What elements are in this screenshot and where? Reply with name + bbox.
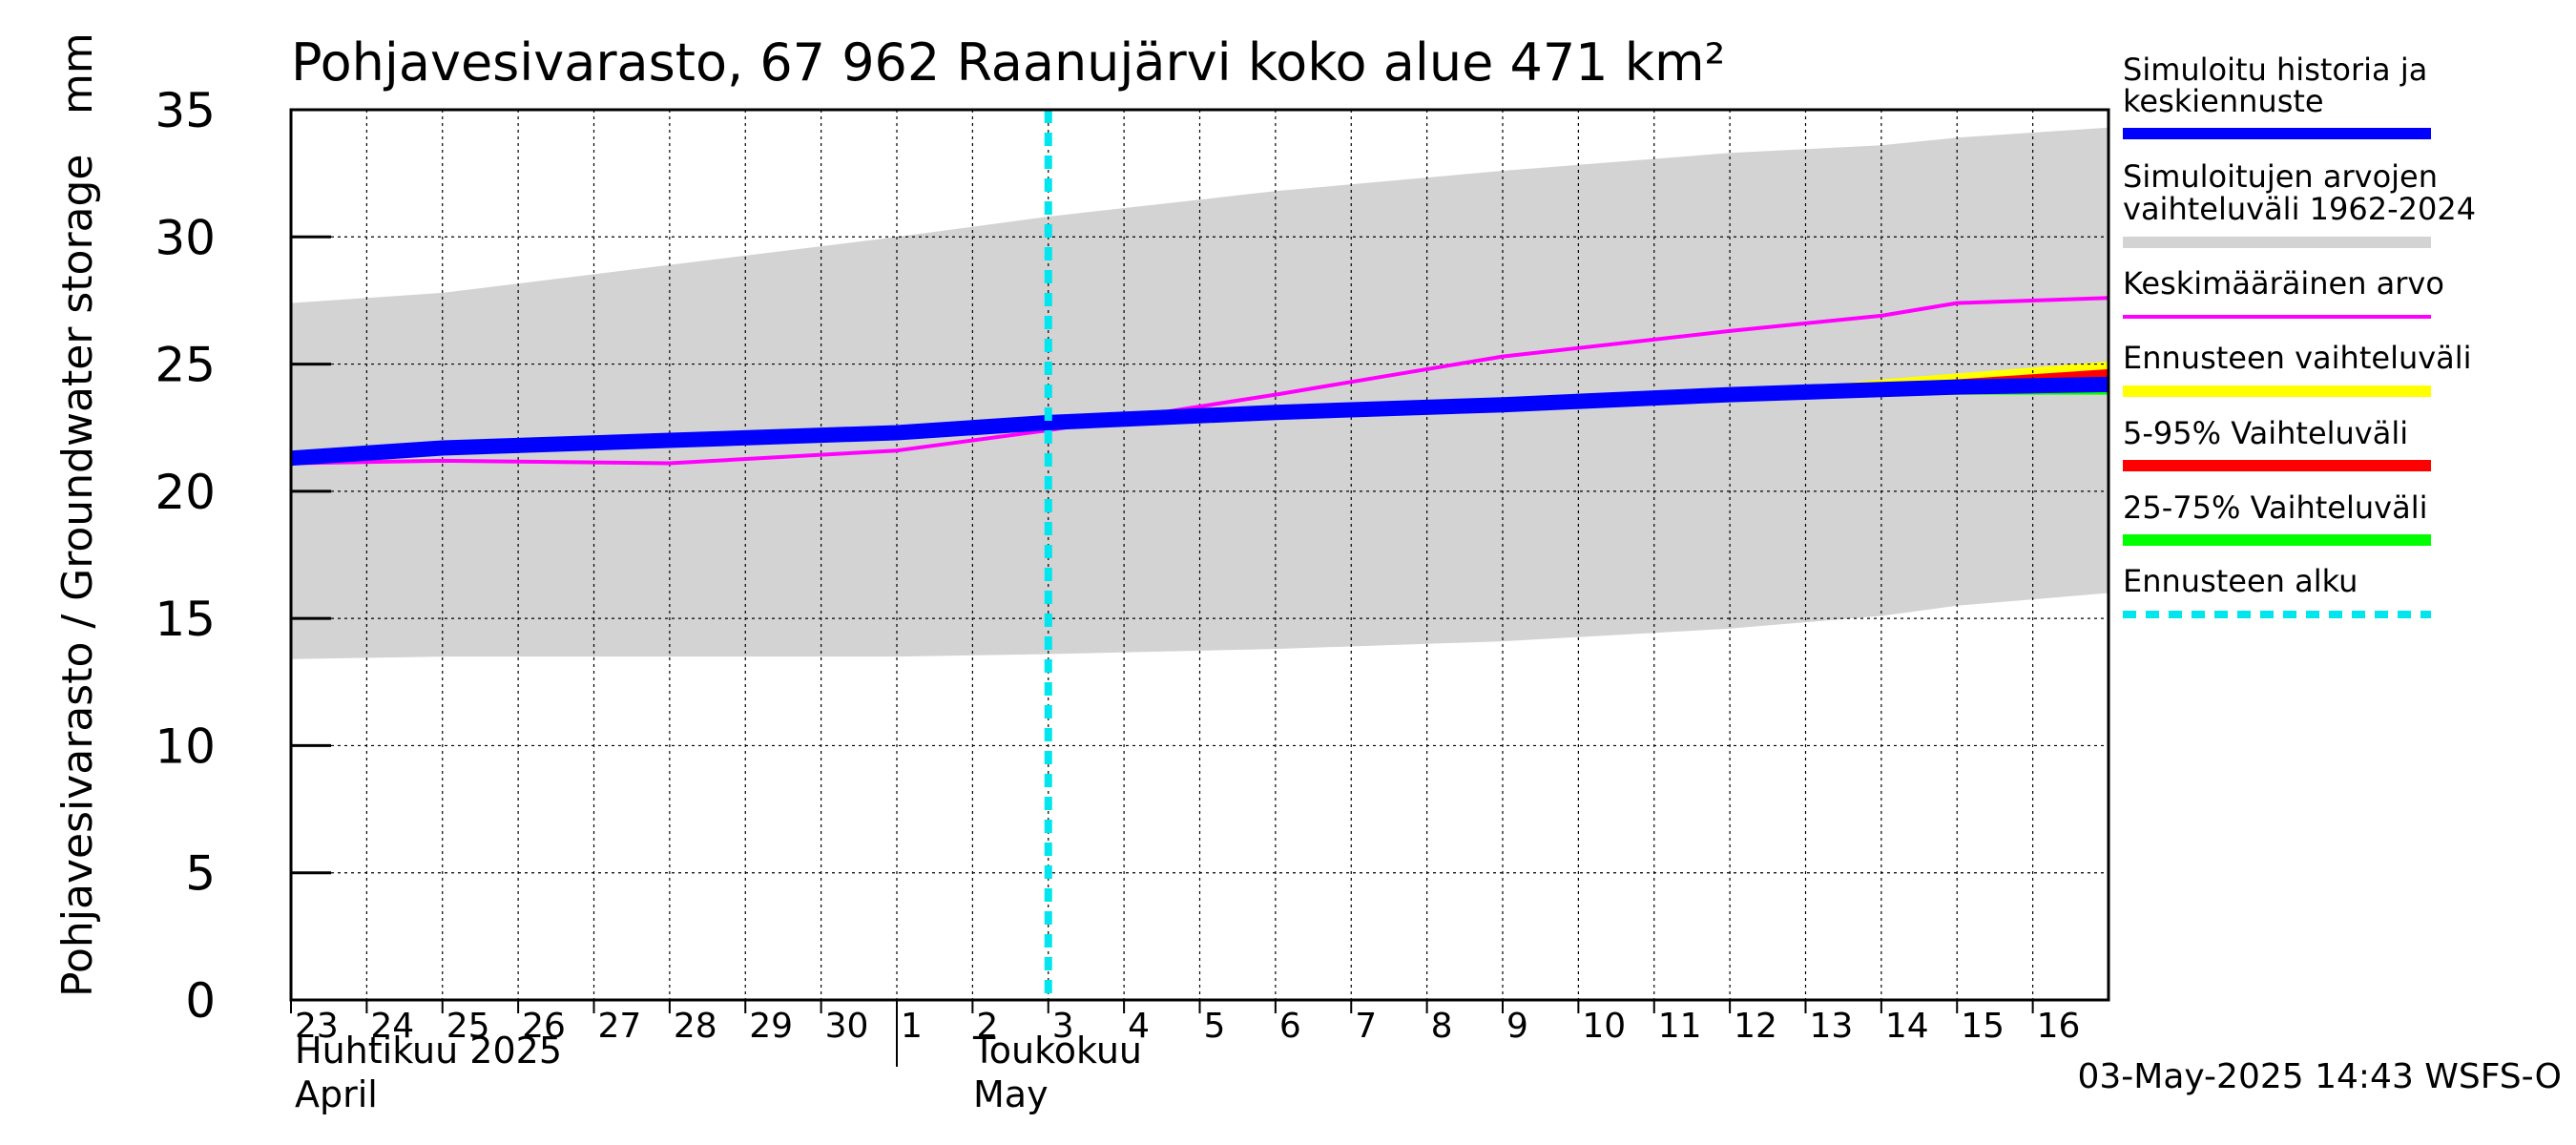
x-tick-label: 8 bbox=[1431, 1007, 1453, 1046]
month-label-en: May bbox=[973, 1073, 1049, 1115]
y-tick-label: 30 bbox=[155, 210, 216, 265]
x-tick-label: 10 bbox=[1582, 1007, 1626, 1046]
x-tick-label: 1 bbox=[901, 1007, 923, 1046]
plot-area bbox=[289, 108, 2110, 1002]
month-label-fi: Toukokuu bbox=[972, 1030, 1142, 1072]
x-tick-label: 9 bbox=[1506, 1007, 1528, 1046]
x-tick-label: 25 bbox=[447, 1007, 490, 1046]
x-tick-label: 11 bbox=[1658, 1007, 1702, 1046]
x-tick-label: 14 bbox=[1885, 1007, 1929, 1046]
x-tick-label: 29 bbox=[749, 1007, 793, 1046]
y-axis-label: Pohjavesivarasto / Groundwater storage bbox=[53, 154, 102, 997]
y-tick-label: 20 bbox=[155, 465, 216, 520]
series-line-1 bbox=[290, 296, 2109, 466]
x-tick-label: 23 bbox=[295, 1007, 339, 1046]
x-tick-label: 24 bbox=[370, 1007, 414, 1046]
y-tick-label: 5 bbox=[185, 846, 216, 902]
legend-label: Ennusteen alku bbox=[2123, 563, 2358, 599]
x-tick-label: 7 bbox=[1355, 1007, 1377, 1046]
x-tick-label: 3 bbox=[1052, 1007, 1074, 1046]
series-line-5 bbox=[290, 376, 2109, 467]
y-tick-label: 0 bbox=[185, 973, 216, 1029]
x-tick-label: 2 bbox=[976, 1007, 998, 1046]
legend-label: Ennusteen vaihteluväli bbox=[2123, 340, 2472, 376]
x-tick-label: 5 bbox=[1204, 1007, 1226, 1046]
x-tick-label: 27 bbox=[598, 1007, 642, 1046]
x-tick-label: 4 bbox=[1128, 1007, 1150, 1046]
y-tick-label: 25 bbox=[155, 338, 216, 393]
y-tick-label: 35 bbox=[155, 83, 216, 138]
y-tick-label: 10 bbox=[155, 718, 216, 774]
x-tick-label: 6 bbox=[1279, 1007, 1301, 1046]
x-tick-label: 26 bbox=[522, 1007, 566, 1046]
legend-label: keskiennuste bbox=[2123, 83, 2324, 119]
x-tick-label: 30 bbox=[825, 1007, 869, 1046]
legend-label: Simuloitu historia ja bbox=[2123, 52, 2427, 88]
month-label-fi: Huhtikuu 2025 bbox=[295, 1030, 562, 1072]
legend-label: vaihteluväli 1962-2024 bbox=[2123, 191, 2476, 227]
x-tick-label: 12 bbox=[1734, 1007, 1777, 1046]
y-tick-label: 15 bbox=[155, 592, 216, 647]
x-tick-label: 15 bbox=[1961, 1007, 2005, 1046]
legend-label: 25-75% Vaihteluväli bbox=[2123, 489, 2427, 526]
x-axis: 23 24 25 26 27 28 29 30 1 2 3 4 5 6 7 8 9 10 11 12 13 14 15 16 bbox=[290, 1000, 2081, 1046]
y-axis-unit: mm bbox=[53, 32, 102, 114]
footer-timestamp: 03-May-2025 14:43 WSFS-O bbox=[2077, 1057, 2562, 1096]
legend-label: 5-95% Vaihteluväli bbox=[2123, 415, 2408, 451]
y-axis: 0 5 10 15 20 25 30 35 bbox=[155, 83, 331, 1029]
x-tick-label: 28 bbox=[674, 1007, 717, 1046]
month-label-en: April bbox=[295, 1073, 378, 1115]
x-tick-label: 16 bbox=[2037, 1007, 2081, 1046]
legend-label: Simuloitujen arvojen bbox=[2123, 158, 2438, 195]
legend-label: Keskimääräinen arvo bbox=[2123, 265, 2444, 302]
x-tick-label: 13 bbox=[1810, 1007, 1854, 1046]
chart-title: Pohjavesivarasto, 67 962 Raanujärvi koko… bbox=[291, 32, 1725, 93]
